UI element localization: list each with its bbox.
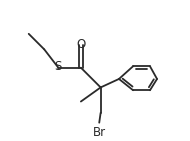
Text: Br: Br (93, 126, 106, 139)
Text: S: S (55, 60, 62, 73)
Text: O: O (76, 38, 86, 51)
